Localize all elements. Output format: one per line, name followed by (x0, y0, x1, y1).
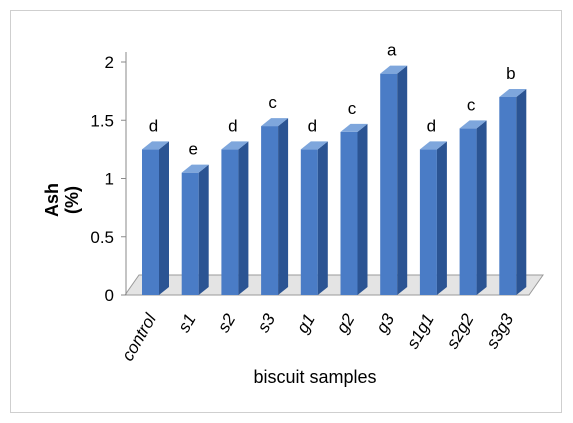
significance-letter: c (268, 93, 277, 112)
bar-s3g3 (499, 88, 527, 295)
bar-top (340, 123, 368, 132)
significance-letter: d (149, 116, 158, 135)
bar-s1g1 (419, 141, 447, 295)
y-axis-title-line1: Ash (42, 183, 62, 217)
bar-front (380, 73, 398, 296)
significance-letter: b (506, 64, 515, 83)
bar-side (357, 123, 368, 296)
bar-side (238, 141, 249, 295)
bar-front (300, 149, 318, 295)
y-tick-label: 0 (105, 286, 114, 305)
bar-layer (142, 65, 527, 296)
significance-letter: c (348, 99, 357, 118)
bar-top (261, 118, 289, 127)
bar-side (159, 141, 169, 295)
bar-front (499, 96, 517, 295)
x-category-label: g3 (372, 310, 398, 336)
bar-top (459, 120, 487, 129)
significance-letter: c (467, 95, 476, 114)
y-tick-label: 1 (105, 170, 114, 189)
y-tick-label: 2 (105, 53, 114, 72)
bar-top (380, 65, 408, 74)
bar-s1 (181, 164, 209, 295)
x-axis-title: biscuit samples (253, 367, 376, 387)
bar-side (198, 164, 209, 295)
x-category-label: s3g3 (482, 310, 517, 352)
bar-side (436, 141, 447, 295)
bar-front (261, 126, 279, 295)
significance-letter: d (427, 116, 436, 135)
x-category-label: g2 (333, 310, 359, 336)
bar-side (317, 141, 328, 295)
bar-top (300, 141, 328, 150)
bar-front (181, 172, 199, 295)
bar-g2 (340, 123, 368, 296)
bar-side (278, 118, 289, 295)
significance-letter: d (228, 116, 237, 135)
bar-side (397, 65, 408, 296)
bar-front (142, 149, 159, 295)
x-category-label: s1 (174, 311, 199, 336)
x-category-label: control (118, 309, 161, 364)
bar-front (340, 131, 358, 295)
bar-side (476, 120, 487, 295)
x-category-label: s1g1 (403, 311, 438, 352)
y-tick-label: 0.5 (90, 228, 114, 247)
x-category-label: s3 (254, 310, 280, 336)
bar-g1 (300, 141, 328, 295)
bar-s2 (221, 141, 249, 295)
bar-top (142, 141, 169, 150)
significance-letter: d (308, 116, 317, 135)
y-axis-title-line2: (%) (62, 186, 82, 214)
x-category-label: s2 (214, 310, 240, 336)
bar-front (419, 149, 437, 295)
bar-front (221, 149, 239, 295)
bar-control (142, 141, 169, 295)
bar-g3 (380, 65, 408, 296)
x-category-label: s2g2 (443, 310, 478, 352)
x-category-label: g1 (293, 311, 319, 337)
significance-letter: e (188, 140, 197, 159)
bar-top (419, 141, 447, 150)
y-tick-label: 1.5 (90, 111, 114, 130)
bar-front (459, 128, 477, 295)
bar-top (181, 164, 209, 173)
bar-top (499, 88, 527, 97)
bar-side (516, 88, 527, 295)
bar-s2g2 (459, 120, 487, 295)
bar-top (221, 141, 249, 150)
bar-s3 (261, 118, 289, 295)
significance-letter: a (387, 41, 397, 60)
